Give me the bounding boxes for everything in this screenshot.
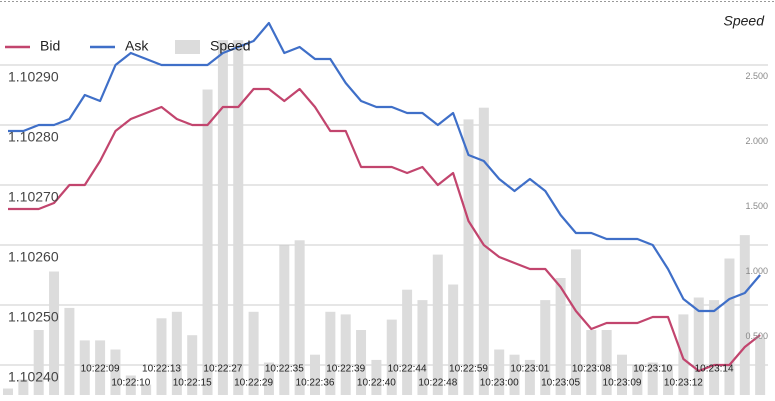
speed-bar [33, 330, 44, 395]
legend-label: Speed [210, 38, 250, 54]
x-tick-label: 10:22:13 [142, 364, 181, 375]
x-tick-label: 10:23:08 [572, 364, 611, 375]
speed-bar [417, 300, 428, 395]
bars [3, 40, 766, 396]
x-tick-label: 10:23:05 [541, 378, 580, 389]
speed-bar [248, 311, 259, 395]
legend: Bid Ask Speed [5, 38, 250, 54]
x-tick-label: 10:22:15 [173, 378, 212, 389]
speed-bar [294, 240, 305, 395]
x-tick-label: 10:22:39 [326, 364, 365, 375]
speed-bar [432, 254, 443, 395]
speed-bar [279, 245, 290, 395]
speed-bar [586, 330, 597, 395]
series-line [8, 21, 761, 313]
speed-bar [79, 340, 90, 395]
speed-bar [125, 375, 136, 395]
x-tick-label: 10:22:29 [234, 378, 273, 389]
speed-bar [64, 307, 75, 395]
speed-bar [755, 337, 766, 395]
labels: 1.10240 1.10250 1.10260 1.10270 1.10280 1.102… [8, 69, 768, 389]
speed-bar [494, 349, 505, 395]
x-tick-label: 10:23:00 [480, 378, 519, 389]
speed-bar [110, 349, 121, 395]
speed-bar [263, 362, 274, 395]
speed-bar [709, 300, 720, 395]
legend-label: Ask [125, 38, 149, 54]
x-tick-label: 10:22:40 [357, 378, 396, 389]
y-tick-label: 1.10290 [8, 69, 59, 85]
speed-bar [448, 284, 459, 395]
y2-tick-label: 0.500 [745, 331, 768, 341]
speed-bar [386, 319, 397, 395]
speed-bar [693, 297, 704, 395]
y-tick-label: 1.10280 [8, 129, 59, 145]
speed-bar [570, 249, 581, 395]
x-tick-label: 10:22:35 [265, 364, 304, 375]
speed-bar [49, 271, 60, 395]
speed-bar [18, 379, 29, 395]
speed-bar [356, 330, 367, 395]
legend-swatch [175, 40, 200, 54]
speed-bar [632, 365, 643, 395]
x-tick-label: 10:23:12 [664, 378, 703, 389]
speed-bar [617, 354, 627, 395]
x-tick-label: 10:23:10 [633, 364, 672, 375]
x-tick-label: 10:23:09 [603, 378, 642, 389]
speed-bar [478, 107, 489, 395]
legend-label: Bid [40, 38, 60, 54]
speed-bar [555, 278, 566, 395]
x-tick-label: 10:22:27 [203, 364, 242, 375]
speed-bar [371, 359, 382, 395]
speed-bar [217, 40, 228, 395]
speed-bar [647, 362, 658, 395]
y2-axis-title: Speed [724, 13, 766, 29]
speed-bar [156, 318, 167, 395]
speed-bar [524, 359, 535, 395]
speed-bar [325, 311, 336, 395]
y2-tick-label: 2.500 [745, 71, 768, 81]
x-tick-label: 10:22:10 [111, 378, 150, 389]
x-tick-label: 10:22:48 [418, 378, 457, 389]
x-tick-label: 10:22:59 [449, 364, 488, 375]
speed-bar [3, 388, 13, 395]
speed-bar [233, 40, 244, 395]
x-tick-label: 10:23:14 [695, 364, 734, 375]
speed-bar [202, 89, 213, 395]
lines [8, 21, 761, 373]
grid [0, 64, 768, 366]
speed-bar [540, 300, 551, 395]
y-tick-label: 1.10260 [8, 249, 59, 265]
x-tick-label: 10:22:44 [388, 364, 427, 375]
speed-bar [724, 258, 735, 395]
speed-bar [310, 354, 320, 395]
speed-bar [663, 365, 674, 395]
speed-bar [601, 330, 612, 395]
speed-bar [509, 354, 520, 395]
x-tick-label: 10:23:01 [510, 364, 549, 375]
y2-tick-label: 1.000 [745, 266, 768, 276]
y2-tick-label: 1.500 [745, 201, 768, 211]
series-line [8, 87, 761, 373]
x-tick-label: 10:22:09 [81, 364, 120, 375]
speed-bar [187, 335, 198, 395]
y-tick-label: 1.10270 [8, 189, 59, 205]
speed-bar [141, 384, 152, 395]
speed-bar [340, 314, 351, 395]
y-tick-label: 1.10250 [8, 309, 59, 325]
speed-bar [678, 314, 689, 395]
speed-bar [739, 235, 750, 395]
y-tick-label: 1.10240 [8, 369, 59, 385]
speed-bar [463, 119, 474, 396]
speed-bar [95, 340, 106, 395]
y2-tick-label: 2.000 [745, 136, 768, 146]
speed-bar [402, 289, 413, 395]
speed-bar [171, 311, 182, 395]
x-tick-label: 10:22:36 [296, 378, 335, 389]
